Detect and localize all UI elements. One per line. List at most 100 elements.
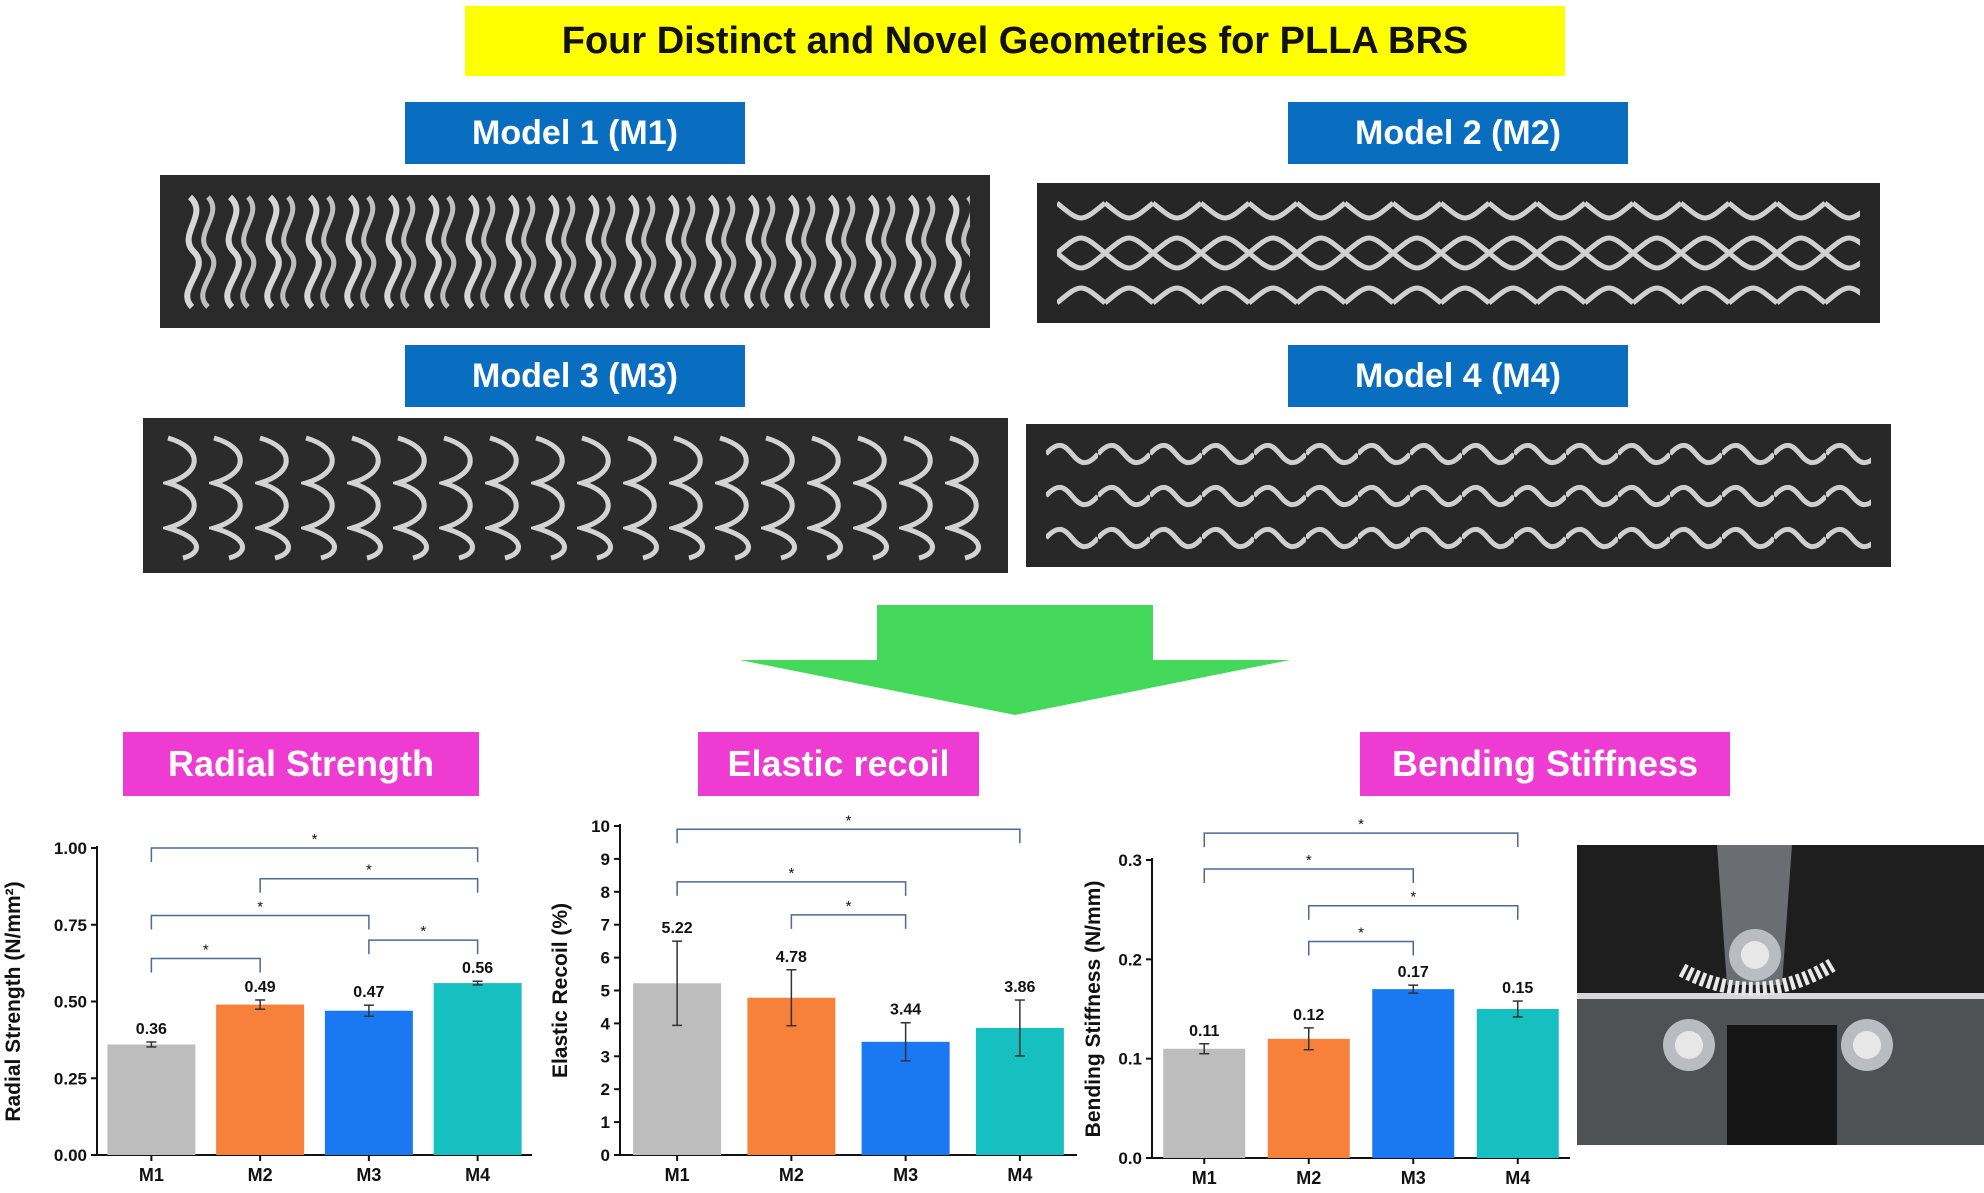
page-title: Four Distinct and Novel Geometries for P… [465, 6, 1565, 76]
significance-bracket [676, 881, 907, 896]
y-tick-label: 2 [601, 1080, 610, 1099]
chart-elastic-recoil-wrap: Elastic Recoil (%) 0 1 2 3 4 5 6 7 8 9 10 5.22 M1 4.78… [545, 805, 1085, 1193]
stent-photo-m3 [143, 418, 1008, 573]
y-tick-label: 0.50 [54, 993, 87, 1012]
significance-star: * [366, 862, 372, 879]
y-tick-label: 1.00 [54, 839, 87, 858]
bending-rig-illustration [1577, 845, 1984, 1145]
significance-bracket [676, 828, 1021, 844]
stent-pattern-m3 [143, 418, 1008, 573]
y-tick-label: 0.25 [54, 1069, 87, 1088]
value-label: 5.22 [662, 920, 693, 937]
y-tick-label: 0.75 [54, 916, 87, 935]
significance-star: * [788, 865, 794, 882]
value-label: 0.47 [353, 984, 384, 1001]
stent-photo-m1 [160, 175, 990, 328]
value-label: 0.36 [136, 1021, 167, 1038]
value-label: 0.49 [245, 979, 276, 996]
significance-bracket [1203, 868, 1414, 883]
stent-photo-m2 [1037, 183, 1880, 323]
significance-star: * [1358, 924, 1364, 941]
value-label: 0.17 [1398, 964, 1429, 981]
value-label: 3.44 [890, 1002, 921, 1019]
y-tick-label: 0.2 [1118, 950, 1142, 969]
x-tick-label: M3 [893, 1165, 918, 1185]
bar-m2 [1267, 1038, 1350, 1158]
chart-elastic-recoil: Elastic Recoil (%) 0 1 2 3 4 5 6 7 8 9 10 5.22 M1 4.78… [549, 812, 1077, 1185]
y-tick-label: 1 [601, 1113, 610, 1132]
value-label: 0.56 [462, 960, 493, 977]
significance-bracket [1203, 832, 1519, 848]
x-tick-label: M2 [779, 1165, 804, 1185]
y-tick-label: 4 [601, 1014, 611, 1033]
y-tick-label: 3 [601, 1047, 610, 1066]
significance-star: * [312, 831, 318, 848]
value-label: 3.86 [1004, 979, 1035, 996]
bar-m4 [433, 983, 522, 1155]
significance-bracket [1308, 904, 1519, 920]
section-title-radial: Radial Strength [123, 732, 479, 796]
x-tick-label: M1 [139, 1165, 164, 1185]
bar-m4 [1476, 1009, 1559, 1158]
bending-test-photo [1577, 845, 1984, 1145]
arrow-shape [740, 605, 1290, 715]
x-tick-label: M4 [465, 1165, 490, 1185]
model-3-label: Model 3 (M3) [405, 345, 745, 407]
x-tick-label: M1 [665, 1165, 690, 1185]
y-tick-label: 10 [591, 817, 610, 836]
significance-star: * [846, 898, 852, 915]
significance-bracket [259, 877, 479, 893]
stent-pattern-m1 [160, 175, 990, 328]
significance-star: * [203, 942, 209, 959]
bar-m1 [107, 1044, 196, 1155]
model-2-label: Model 2 (M2) [1288, 102, 1628, 164]
y-tick-label: 0.00 [54, 1146, 87, 1165]
y-tick-label: 7 [601, 916, 610, 935]
x-tick-label: M2 [248, 1165, 273, 1185]
y-tick-label: 0.3 [1118, 851, 1142, 870]
x-tick-label: M4 [1007, 1165, 1032, 1185]
value-label: 0.15 [1502, 980, 1533, 997]
significance-star: * [846, 812, 852, 829]
chart-bending-stiffness-wrap: Bending Stiffness (N/mm) 0.0 0.1 0.2 0.3 0.11… [1080, 805, 1580, 1193]
model-1-label: Model 1 (M1) [405, 102, 745, 164]
y-tick-label: 0.1 [1118, 1050, 1142, 1069]
y-tick-label: 0 [601, 1146, 610, 1165]
chart-bending-stiffness: Bending Stiffness (N/mm) 0.0 0.1 0.2 0.3 0.11… [1082, 816, 1570, 1188]
significance-bracket [150, 914, 370, 930]
x-tick-label: M3 [1401, 1168, 1426, 1188]
chart-radial-strength: Radial Strength (N/mm²) 0.00 0.25 0.50 0.75 1… [2, 831, 532, 1185]
stent-pattern-m2 [1037, 183, 1880, 323]
significance-bracket [368, 939, 479, 955]
y-tick-label: 9 [601, 850, 610, 869]
significance-star: * [420, 923, 426, 940]
significance-star: * [1410, 889, 1416, 906]
value-label: 0.12 [1293, 1007, 1324, 1024]
x-tick-label: M3 [356, 1165, 381, 1185]
y-tick-label: 8 [601, 883, 610, 902]
significance-bracket [1308, 940, 1414, 956]
value-label: 4.78 [776, 949, 807, 966]
y-tick-label: 0.0 [1118, 1149, 1142, 1168]
y-axis-label: Bending Stiffness (N/mm) [1082, 881, 1105, 1138]
bar-m2 [216, 1004, 305, 1155]
bar-m3 [1372, 989, 1455, 1158]
x-tick-label: M2 [1296, 1168, 1321, 1188]
bar-m3 [324, 1010, 413, 1155]
section-title-recoil: Elastic recoil [698, 732, 979, 796]
value-label: 0.11 [1189, 1023, 1219, 1040]
significance-star: * [1358, 816, 1364, 833]
x-tick-label: M4 [1505, 1168, 1530, 1188]
y-tick-label: 5 [601, 982, 610, 1001]
section-title-bending: Bending Stiffness [1360, 732, 1730, 796]
bar-m1 [1163, 1048, 1246, 1158]
chart-radial-strength-wrap: Radial Strength (N/mm²) 0.00 0.25 0.50 0.75 1… [0, 805, 545, 1193]
significance-star: * [1306, 852, 1312, 869]
significance-bracket [150, 957, 261, 973]
y-axis-label: Elastic Recoil (%) [549, 903, 572, 1078]
significance-bracket [150, 847, 479, 862]
stent-photo-m4 [1026, 424, 1891, 567]
down-arrow-icon [740, 605, 1290, 715]
model-4-label: Model 4 (M4) [1288, 345, 1628, 407]
x-tick-label: M1 [1192, 1168, 1217, 1188]
